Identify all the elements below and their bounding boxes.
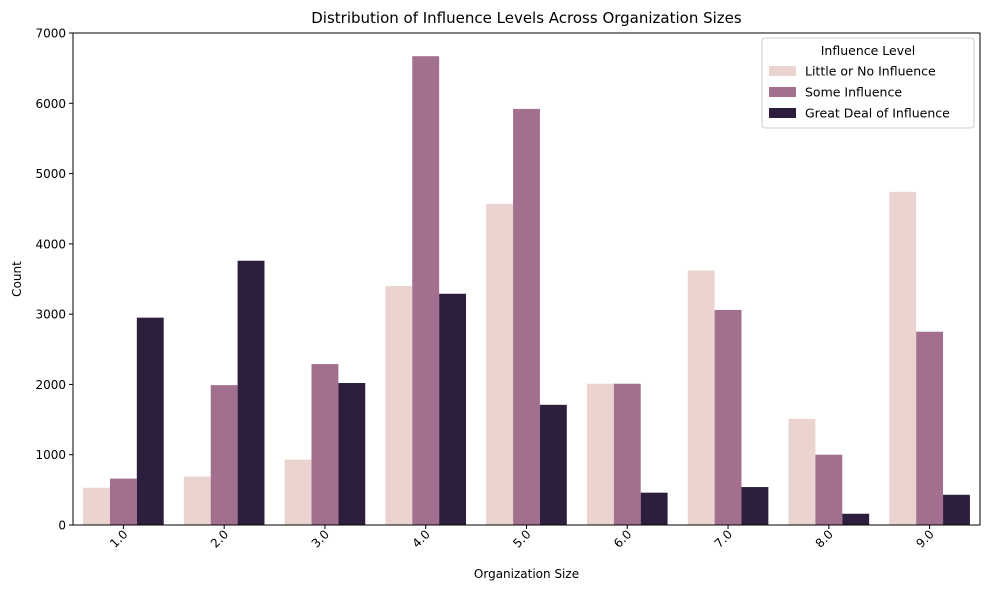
bar-some-influence-6.0 — [613, 383, 641, 525]
x-tick-label: 6.0 — [611, 527, 634, 550]
x-tick-label: 5.0 — [510, 527, 533, 550]
x-tick-label: 3.0 — [309, 527, 332, 550]
legend-label: Great Deal of Influence — [805, 106, 950, 121]
y-tick-label: 0 — [58, 519, 66, 533]
x-tick-label: 9.0 — [913, 527, 936, 550]
bar-great-deal-of-influence-3.0 — [338, 383, 366, 525]
x-tick-label: 8.0 — [813, 527, 836, 550]
x-tick-label: 2.0 — [208, 527, 231, 550]
legend-swatch — [769, 87, 796, 97]
bar-little-or-no-influence-5.0 — [486, 203, 514, 525]
legend: Influence Level Little or No Influence So… — [761, 37, 975, 129]
bar-great-deal-of-influence-9.0 — [943, 494, 970, 525]
bar-great-deal-of-influence-1.0 — [136, 317, 164, 525]
bar-little-or-no-influence-6.0 — [586, 383, 614, 525]
bar-some-influence-9.0 — [916, 331, 944, 525]
legend-swatch — [769, 66, 796, 76]
y-tick-label: 3000 — [35, 308, 66, 322]
bar-great-deal-of-influence-8.0 — [842, 513, 870, 525]
x-axis-title: Organization Size — [474, 567, 579, 581]
legend-label: Some Influence — [805, 85, 902, 100]
legend-box — [761, 37, 975, 129]
bar-great-deal-of-influence-2.0 — [237, 260, 265, 525]
bar-great-deal-of-influence-6.0 — [640, 492, 668, 525]
bar-great-deal-of-influence-7.0 — [741, 487, 769, 525]
bar-great-deal-of-influence-4.0 — [439, 293, 467, 525]
bar-some-influence-7.0 — [714, 309, 742, 525]
y-tick-label: 4000 — [35, 237, 66, 251]
legend-label: Little or No Influence — [805, 64, 936, 79]
y-axis-title: Count — [10, 261, 24, 297]
y-tick-label: 7000 — [35, 27, 66, 41]
y-tick-label: 1000 — [35, 448, 66, 462]
x-tick-label: 7.0 — [712, 527, 735, 550]
bar-little-or-no-influence-2.0 — [183, 476, 211, 525]
x-axis: 1.0 2.0 3.0 4.0 5.0 6.0 7.0 8.0 9.0 — [107, 525, 937, 551]
bar-some-influence-8.0 — [815, 454, 843, 525]
bar-some-influence-1.0 — [109, 478, 137, 525]
bar-little-or-no-influence-1.0 — [83, 487, 110, 525]
plot-frame — [72, 32, 981, 526]
bar-little-or-no-influence-7.0 — [687, 270, 715, 525]
bar-great-deal-of-influence-5.0 — [539, 404, 567, 525]
bar-some-influence-3.0 — [311, 364, 339, 525]
bar-little-or-no-influence-4.0 — [385, 286, 413, 525]
bars-group — [83, 56, 970, 526]
x-tick-label: 4.0 — [409, 527, 432, 550]
bar-some-influence-4.0 — [412, 56, 440, 526]
bar-some-influence-2.0 — [210, 385, 238, 525]
chart-title: Distribution of Influence Levels Across … — [311, 9, 742, 27]
bar-little-or-no-influence-9.0 — [889, 191, 917, 526]
x-tick-label: 1.0 — [107, 527, 130, 550]
bar-little-or-no-influence-3.0 — [284, 459, 312, 525]
y-tick-label: 5000 — [35, 167, 66, 181]
legend-title: Influence Level — [821, 43, 916, 58]
y-axis: 0 1000 2000 3000 4000 5000 6000 7000 — [35, 27, 73, 533]
bar-little-or-no-influence-8.0 — [788, 418, 816, 525]
bar-some-influence-5.0 — [513, 108, 540, 525]
y-tick-label: 6000 — [35, 97, 66, 111]
legend-items: Little or No Influence Some Influence Grea… — [769, 64, 950, 121]
y-tick-label: 2000 — [35, 378, 66, 392]
legend-swatch — [769, 108, 796, 118]
